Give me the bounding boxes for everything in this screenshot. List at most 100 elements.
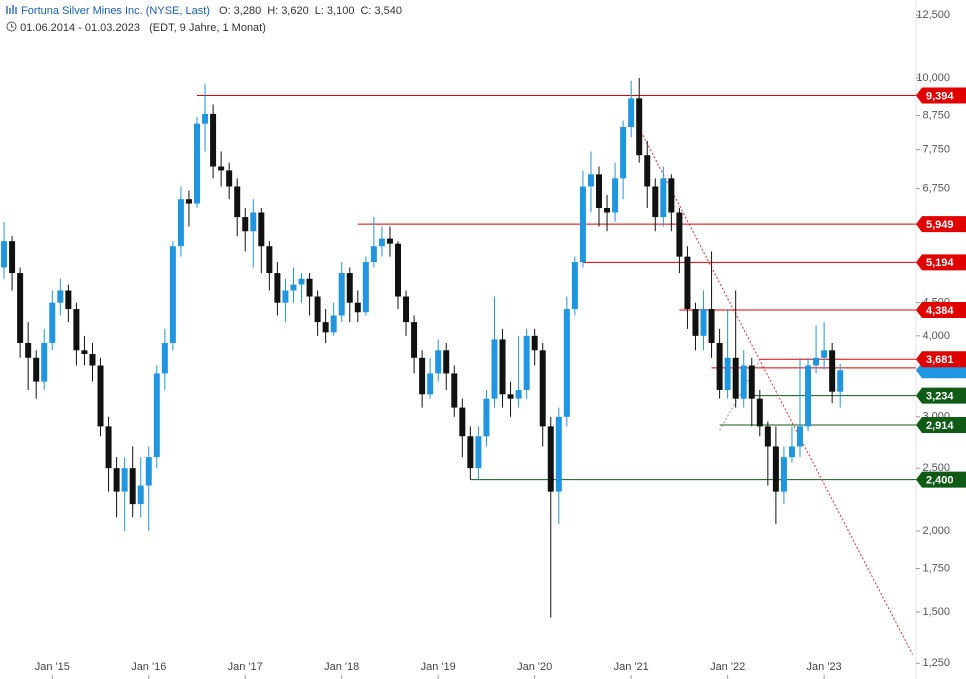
x-tick-label: Jan '16: [131, 661, 166, 673]
candle-body: [451, 373, 458, 408]
candle-body: [555, 416, 562, 492]
candle-body: [467, 436, 474, 469]
range-info: (EDT, 9 Jahre, 1 Monat): [149, 22, 266, 34]
x-tick-label: Jan '18: [324, 661, 359, 673]
candle-body: [73, 309, 80, 351]
candle-body: [218, 166, 225, 171]
candle-body: [250, 212, 257, 232]
candle-body: [740, 365, 747, 399]
candle-body: [169, 246, 176, 343]
candle-body: [33, 357, 40, 382]
candle-body: [539, 350, 546, 427]
candle-body: [242, 217, 249, 232]
candle-body: [547, 426, 554, 492]
candle-body: [129, 468, 136, 505]
ohlc-name: C:: [360, 5, 372, 17]
candle-body: [290, 284, 297, 291]
ohlc-value: 3,100: [326, 5, 355, 17]
candle-body: [821, 350, 828, 358]
candle-body: [708, 309, 715, 343]
candle-body: [700, 309, 707, 336]
candle-body: [137, 485, 144, 505]
level-label: 5,949: [926, 219, 954, 231]
candle-body: [620, 127, 627, 179]
candle-body: [692, 309, 699, 336]
candle-body: [668, 178, 675, 213]
candle-body: [636, 98, 643, 156]
candle-body: [780, 457, 787, 492]
level-label: 3,234: [926, 391, 954, 403]
y-tick-label: 7,750: [922, 144, 950, 156]
candle-body: [732, 357, 739, 399]
candle-body: [628, 98, 635, 128]
candle-body: [105, 426, 112, 469]
candle-body: [403, 296, 410, 323]
candle-body: [612, 178, 619, 213]
candle-body: [756, 398, 763, 427]
candle-body: [652, 186, 659, 218]
candle-body: [644, 155, 651, 187]
candle-body: [596, 174, 602, 208]
candle-body: [9, 241, 16, 274]
level-label: 4,384: [926, 305, 954, 317]
y-tick-label: 6,750: [922, 182, 950, 194]
level-label: 5,194: [926, 257, 954, 269]
candle-body: [346, 273, 353, 303]
ohlc-name: H:: [267, 5, 279, 17]
y-tick-label: 4,000: [922, 330, 950, 342]
candle-body: [499, 339, 506, 395]
candle-body: [185, 199, 192, 204]
candle-body: [604, 207, 611, 213]
candle-body: [282, 290, 289, 303]
y-tick-label: 12,500: [916, 9, 950, 21]
candle-body: [475, 436, 482, 469]
candle-body: [57, 290, 64, 303]
candle-body: [571, 262, 578, 310]
candle-body: [507, 394, 514, 399]
y-tick-label: 1,750: [922, 562, 950, 574]
level-label: 2,400: [926, 475, 954, 487]
candle-body: [684, 256, 691, 310]
candle-body: [89, 354, 96, 366]
x-tick-label: Jan '19: [421, 661, 456, 673]
candle-body: [362, 262, 369, 313]
candle-body: [234, 186, 241, 218]
date-range: 01.06.2014 - 01.03.2023: [20, 22, 140, 34]
y-tick-label: 10,000: [916, 72, 950, 84]
icon: [6, 5, 17, 14]
candle-body: [837, 370, 844, 392]
candle-body: [805, 365, 812, 427]
ohlc-name: L:: [314, 5, 324, 17]
candle-body: [97, 365, 104, 427]
y-tick-label: 1,250: [922, 657, 950, 669]
candle-body: [161, 342, 168, 374]
level-label: 3,681: [926, 354, 954, 366]
candle-body: [563, 309, 570, 417]
level-label: 9,394: [926, 90, 954, 102]
level-tag: [916, 254, 966, 271]
candle-body: [395, 243, 401, 297]
candle-body: [266, 246, 273, 274]
candle-body: [210, 113, 217, 167]
candle-body: [274, 273, 281, 303]
candle-body: [314, 296, 321, 323]
candle-body: [17, 273, 24, 343]
x-tick-label: Jan '23: [807, 661, 842, 673]
x-tick-label: Jan '21: [614, 661, 649, 673]
candle-body: [322, 322, 329, 333]
candle-body: [226, 170, 233, 187]
candle-body: [306, 278, 313, 297]
trendline: [719, 359, 761, 431]
candle-body: [531, 335, 538, 351]
level-tag: [916, 387, 966, 404]
candle-body: [579, 186, 586, 263]
x-tick-label: Jan '15: [35, 661, 70, 673]
candle-body: [298, 278, 305, 285]
candle-body: [121, 468, 128, 492]
level-tag: [916, 351, 966, 368]
candle-body: [411, 322, 418, 358]
range-line: 01.06.2014 - 01.03.2023 (EDT, 9 Jahre, 1…: [6, 21, 266, 34]
candle-body: [113, 468, 120, 492]
y-tick-label: 2,000: [922, 525, 950, 537]
